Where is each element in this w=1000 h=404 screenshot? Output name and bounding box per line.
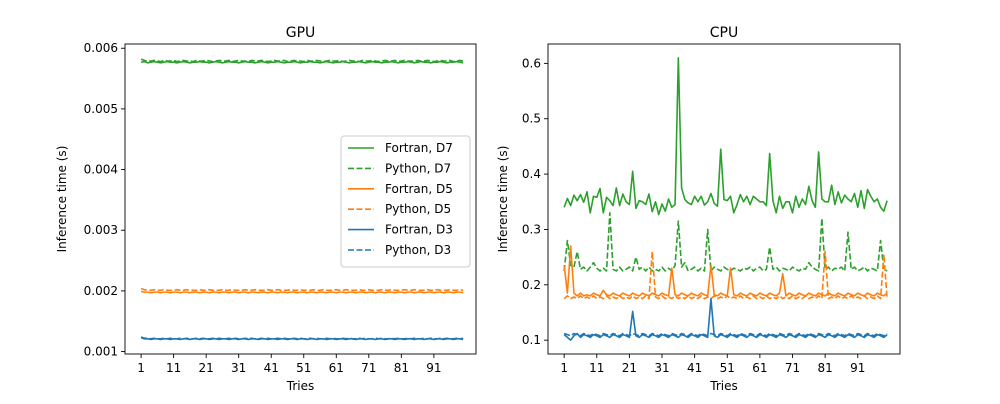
cpu-panel: 1 11 21 31 41 51 61 71 81 910.10.20.30.40.50.6CPU… — [496, 25, 901, 393]
cpu-x-tick-label: 21 — [622, 361, 637, 375]
legend-label: Python, D3 — [385, 243, 451, 257]
cpu-x-tick-label: 1 — [560, 361, 568, 375]
cpu-series-fortran-d3 — [563, 297, 888, 341]
gpu-x-tick-label: 61 — [329, 361, 344, 375]
cpu-y-tick-label: 0.1 — [522, 333, 541, 347]
gpu-series-python-d3 — [140, 336, 464, 340]
legend-label: Fortran, D3 — [385, 223, 453, 237]
cpu-y-tick-label: 0.2 — [522, 278, 541, 292]
cpu-axes-frame — [547, 43, 901, 355]
cpu-x-tick-label: 61 — [752, 361, 767, 375]
cpu-x-tick-label: 71 — [785, 361, 800, 375]
gpu-series-python-d5 — [140, 287, 464, 292]
gpu-x-tick-label: 91 — [426, 361, 441, 375]
cpu-x-tick-label: 11 — [589, 361, 604, 375]
gpu-y-axis-label: Inference time (s) — [55, 146, 69, 253]
gpu-axes-frame — [124, 43, 477, 355]
gpu-series-fortran-d5 — [140, 290, 464, 294]
gpu-x-axis-label: Tries — [286, 379, 314, 393]
gpu-x-tick-label: 41 — [264, 361, 279, 375]
cpu-x-tick-label: 41 — [687, 361, 702, 375]
cpu-series-fortran-d5 — [563, 245, 888, 297]
cpu-x-tick-label: 81 — [817, 361, 832, 375]
cpu-y-axis-label: Inference time (s) — [496, 146, 510, 253]
gpu-series-fortran-d7 — [140, 60, 464, 64]
cpu-y-tick-label: 0.5 — [522, 112, 541, 126]
gpu-y-tick-label: 0.006 — [84, 41, 118, 55]
gpu-title: GPU — [286, 25, 316, 41]
gpu-y-tick-label: 0.004 — [84, 163, 118, 177]
cpu-series-python-d5 — [563, 250, 888, 300]
gpu-x-tick-label: 51 — [296, 361, 311, 375]
gpu-x-tick-label: 31 — [231, 361, 246, 375]
cpu-x-axis-label: Tries — [709, 379, 737, 393]
gpu-series-python-d7 — [140, 58, 464, 63]
gpu-x-tick-label: 81 — [394, 361, 409, 375]
cpu-title: CPU — [710, 25, 738, 41]
gpu-y-tick-label: 0.002 — [84, 284, 118, 298]
cpu-x-tick-label: 51 — [720, 361, 735, 375]
gpu-x-tick-label: 1 — [137, 361, 145, 375]
legend-label: Fortran, D5 — [385, 182, 453, 196]
cpu-y-tick-label: 0.3 — [522, 222, 541, 236]
legend-box — [340, 135, 471, 268]
legend-label: Python, D5 — [385, 202, 451, 216]
gpu-x-tick-label: 21 — [199, 361, 214, 375]
cpu-x-tick-label: 31 — [654, 361, 669, 375]
gpu-x-tick-label: 71 — [361, 361, 376, 375]
cpu-y-tick-label: 0.4 — [522, 167, 541, 181]
gpu-y-tick-label: 0.003 — [84, 223, 118, 237]
cpu-series-fortran-d7 — [563, 57, 888, 216]
gpu-legend: Fortran, D7 Python, D7 Fortran, D5 Python, … — [340, 135, 471, 268]
gpu-y-tick-label: 0.001 — [84, 345, 118, 359]
cpu-x-tick-label: 91 — [850, 361, 865, 375]
cpu-series-python-d3 — [563, 332, 888, 337]
legend-label: Fortran, D7 — [385, 141, 453, 155]
gpu-y-tick-label: 0.005 — [84, 102, 118, 116]
cpu-series-python-d7 — [563, 212, 888, 272]
cpu-y-tick-label: 0.6 — [522, 56, 541, 70]
legend-label: Python, D7 — [385, 161, 451, 175]
gpu-x-tick-label: 11 — [166, 361, 181, 375]
gpu-panel: 1 11 21 31 41 51 61 71 81 910.0010.0020.0030.0040… — [55, 25, 477, 393]
